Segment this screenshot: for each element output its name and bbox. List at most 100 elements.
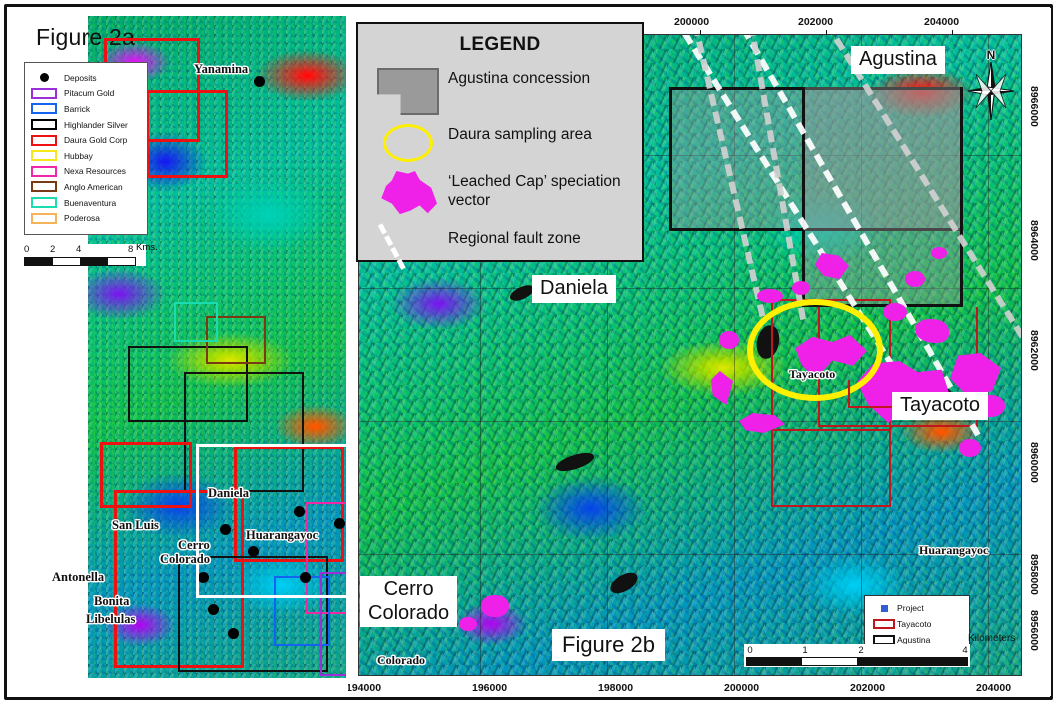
map-label-daniela: Daniela bbox=[208, 486, 249, 500]
y-axis-tick: 8962000 bbox=[1028, 330, 1040, 371]
x-axis-tick-top: 202000 bbox=[798, 16, 834, 28]
concession-outline-highlander-mid2 bbox=[184, 372, 304, 492]
sampling-area-circle-icon bbox=[368, 124, 448, 162]
map-label-colorado: Colorado bbox=[377, 653, 425, 667]
swatch-icon bbox=[31, 197, 57, 209]
deposit-marker bbox=[294, 506, 305, 517]
legend-row-daura-gold-corp: Daura Gold Corp bbox=[31, 132, 141, 148]
legend-row-daura-sampling-area: Daura sampling area bbox=[368, 124, 632, 162]
legend-label: Nexa Resources bbox=[64, 166, 126, 177]
leached-cap-blob-icon bbox=[368, 171, 448, 215]
legend-label: Hubbay bbox=[64, 150, 93, 161]
swatch-icon bbox=[31, 181, 57, 193]
concession-outline-highlander-south bbox=[178, 556, 328, 672]
scalebar-segment bbox=[52, 258, 80, 265]
legend-row-regional-fault-zone: Regional fault zone bbox=[368, 218, 632, 270]
x-axis-tick-mark bbox=[826, 30, 827, 35]
inset-legend-row-project: Project bbox=[871, 600, 963, 616]
swatch-icon bbox=[31, 87, 57, 99]
deposit-marker bbox=[220, 524, 231, 535]
scalebar-tick: 2 bbox=[858, 645, 864, 656]
scalebar-segment bbox=[802, 658, 857, 665]
project-square-icon bbox=[871, 604, 897, 612]
scalebar-segment bbox=[107, 258, 135, 265]
scalebar-segment bbox=[857, 658, 967, 665]
figure-2b-inset-legend: Project Tayacoto Agustina bbox=[864, 595, 970, 653]
deposit-marker bbox=[254, 76, 265, 87]
map-label-antonella: Antonella bbox=[52, 570, 105, 584]
x-axis-tick-bottom: 200000 bbox=[724, 682, 760, 694]
legend-label: Agustina bbox=[897, 635, 931, 645]
leached-cap-patch bbox=[931, 247, 947, 259]
legend-label: Pitacum Gold bbox=[64, 88, 115, 99]
north-arrow: N bbox=[968, 48, 1014, 120]
scalebar-tick: 0 bbox=[24, 244, 30, 255]
legend-label: Daura Gold Corp bbox=[64, 135, 128, 146]
legend-row-poderosa: Poderosa bbox=[31, 210, 141, 226]
leached-cap-patch bbox=[883, 303, 907, 321]
figure-2a-legend: Deposits Pitacum Gold Barrick Highlander… bbox=[24, 62, 148, 235]
legend-label: Regional fault zone bbox=[448, 230, 581, 247]
scalebar-tick: 4 bbox=[76, 244, 82, 255]
leached-cap-patch bbox=[792, 281, 810, 295]
scalebar-segment bbox=[25, 258, 53, 265]
legend-label: Poderosa bbox=[64, 213, 100, 224]
y-axis-tick: 8960000 bbox=[1028, 442, 1040, 483]
map-label-bonita: Bonita bbox=[94, 594, 130, 608]
x-axis-tick-bottom: 196000 bbox=[472, 682, 508, 694]
concession-outline-highlander-mid bbox=[128, 346, 248, 422]
scalebar-tick: 4 bbox=[962, 645, 968, 656]
legend-label: Anglo American bbox=[64, 181, 123, 192]
callout-agustina: Agustina bbox=[851, 46, 945, 74]
figure-2b-scalebar: 0 1 2 4 Kilometers bbox=[744, 633, 1015, 667]
inset-legend-row-tayacoto: Tayacoto bbox=[871, 616, 963, 632]
map-label-colorado: Colorado bbox=[160, 552, 210, 566]
figure-2b-extent-box bbox=[196, 444, 346, 598]
callout-tayacoto: Tayacoto bbox=[892, 392, 989, 420]
concession-outline-pitacum bbox=[320, 572, 346, 676]
legend-label: Daura sampling area bbox=[448, 126, 592, 143]
scalebar-tick: 1 bbox=[802, 645, 808, 656]
scalebar-segment bbox=[80, 258, 108, 265]
tayacoto-swatch-icon bbox=[871, 619, 897, 629]
deposit-marker bbox=[334, 518, 345, 529]
legend-row-barrick: Barrick bbox=[31, 101, 141, 117]
scalebar-bar bbox=[24, 257, 136, 266]
swatch-icon bbox=[31, 103, 57, 115]
deposits-dot-icon bbox=[31, 73, 57, 83]
leached-cap-patch bbox=[757, 289, 783, 303]
swatch-icon bbox=[31, 150, 57, 162]
figure-2b-legend-panel: LEGEND Agustina concession Daura samplin… bbox=[356, 22, 644, 270]
scalebar-ticks: 0 1 2 4 bbox=[746, 645, 968, 657]
plate-border bbox=[4, 4, 1053, 700]
map-label-yanamina: Yanamina bbox=[194, 62, 249, 76]
legend-label: ‘Leached Cap’ speciation vector bbox=[448, 173, 621, 209]
swatch-icon bbox=[31, 165, 57, 177]
tayacoto-concession-polygon-south bbox=[771, 407, 891, 507]
x-axis-tick-bottom: 198000 bbox=[598, 682, 634, 694]
x-axis-tick-mark bbox=[952, 30, 953, 35]
deposit-marker bbox=[198, 572, 209, 583]
x-axis-tick-bottom: 194000 bbox=[348, 682, 382, 694]
concession-outline-daura-north2 bbox=[146, 90, 228, 178]
deposit-marker bbox=[228, 628, 239, 639]
figure-2a-scalebar: 0 2 4 8 Kms. bbox=[24, 242, 158, 266]
fault-line-icon bbox=[368, 218, 448, 270]
north-arrow-label: N bbox=[986, 48, 996, 62]
legend-label: Agustina concession bbox=[448, 70, 591, 87]
x-axis-tick-bottom: 204000 bbox=[976, 682, 1012, 694]
leached-cap-patch bbox=[711, 371, 733, 405]
map-label-huarangayoc: Huarangayoc bbox=[246, 528, 319, 542]
figure-2b-title: Figure 2b bbox=[552, 629, 665, 661]
y-axis-tick: 8966000 bbox=[1028, 86, 1040, 127]
scalebar-unit: Kilometers bbox=[968, 633, 1016, 644]
legend-label: Tayacoto bbox=[897, 619, 932, 629]
scalebar-segment bbox=[747, 658, 802, 665]
legend-row-anglo-american: Anglo American bbox=[31, 179, 141, 195]
concession-outline-nexa bbox=[306, 502, 346, 614]
leached-cap-patch bbox=[719, 331, 739, 349]
map-label-san-luis: San Luis bbox=[112, 518, 159, 532]
figure-2a-panel: Figure 2a Deposits Pitacum Gold Barrick … bbox=[8, 8, 346, 696]
y-axis-tick: 8964000 bbox=[1028, 220, 1040, 261]
